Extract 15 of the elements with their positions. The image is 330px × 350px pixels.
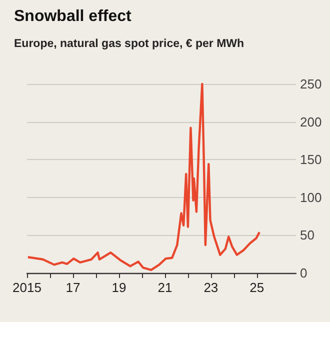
x-tick-label: 21	[158, 280, 172, 295]
y-tick-label: 200	[300, 114, 322, 130]
x-tick-label: 23	[204, 280, 218, 295]
y-tick-label: 50	[300, 228, 314, 243]
x-tick-label: 25	[250, 280, 264, 295]
line-series	[26, 82, 261, 272]
y-tick-label: 150	[300, 152, 322, 168]
chart-subtitle: Europe, natural gas spot price, € per MWh	[14, 38, 244, 50]
y-tick-label: 100	[300, 190, 322, 205]
x-tick-label: 17	[66, 280, 80, 295]
x-tick-label: 2015	[12, 280, 42, 295]
chart-title: Snowball effect	[14, 8, 132, 26]
y-tick-label: 250	[300, 76, 322, 92]
y-tick-label: 0	[300, 266, 308, 280]
x-tick-label: 19	[112, 280, 126, 295]
